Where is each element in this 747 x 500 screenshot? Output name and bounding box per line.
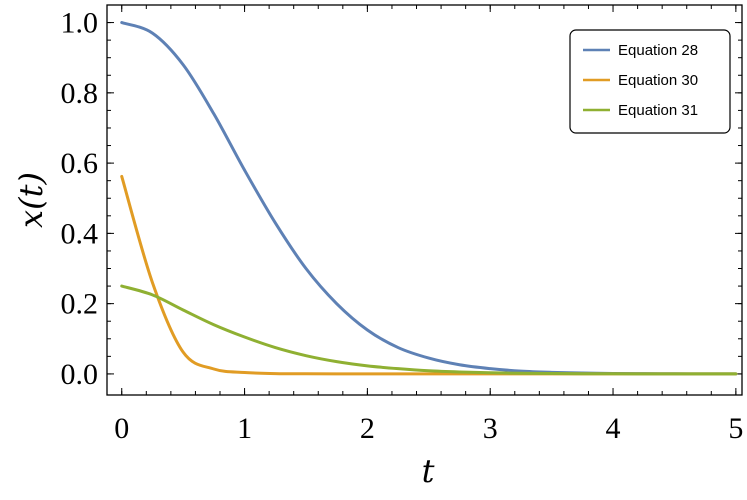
y-tick-label: 0.6 (61, 147, 99, 180)
y-axis-title: x(t) (12, 172, 50, 228)
legend-label-equation-31: Equation 31 (618, 102, 698, 119)
x-tick-label: 0 (114, 412, 129, 445)
legend: Equation 28 Equation 30 Equation 31 (569, 29, 731, 134)
legend-label-equation-30: Equation 30 (618, 72, 698, 89)
y-tick-label: 0.8 (61, 77, 99, 110)
y-tick-label: 0.0 (61, 358, 99, 391)
x-tick-label: 5 (728, 412, 743, 445)
series-line-equation-30 (120, 174, 738, 376)
series-layer (120, 21, 738, 376)
y-tick-label: 1.0 (61, 7, 99, 40)
plot-frame (106, 4, 743, 396)
y-tick-label: 0.4 (61, 217, 99, 250)
x-axis-title: t (422, 452, 435, 490)
x-tick-label: 1 (237, 412, 252, 445)
y-axis-ticks: 0.0 0.2 0.4 0.6 0.8 1.0 (61, 7, 742, 391)
series-line-equation-31 (120, 284, 738, 376)
legend-box (569, 29, 731, 134)
x-tick-label: 3 (483, 412, 498, 445)
x-tick-label: 4 (606, 412, 621, 445)
y-tick-label: 0.2 (61, 288, 99, 321)
x-tick-label: 2 (360, 412, 375, 445)
x-axis-ticks: 0 1 2 3 4 5 (114, 5, 743, 445)
legend-label-equation-28: Equation 28 (618, 42, 698, 59)
